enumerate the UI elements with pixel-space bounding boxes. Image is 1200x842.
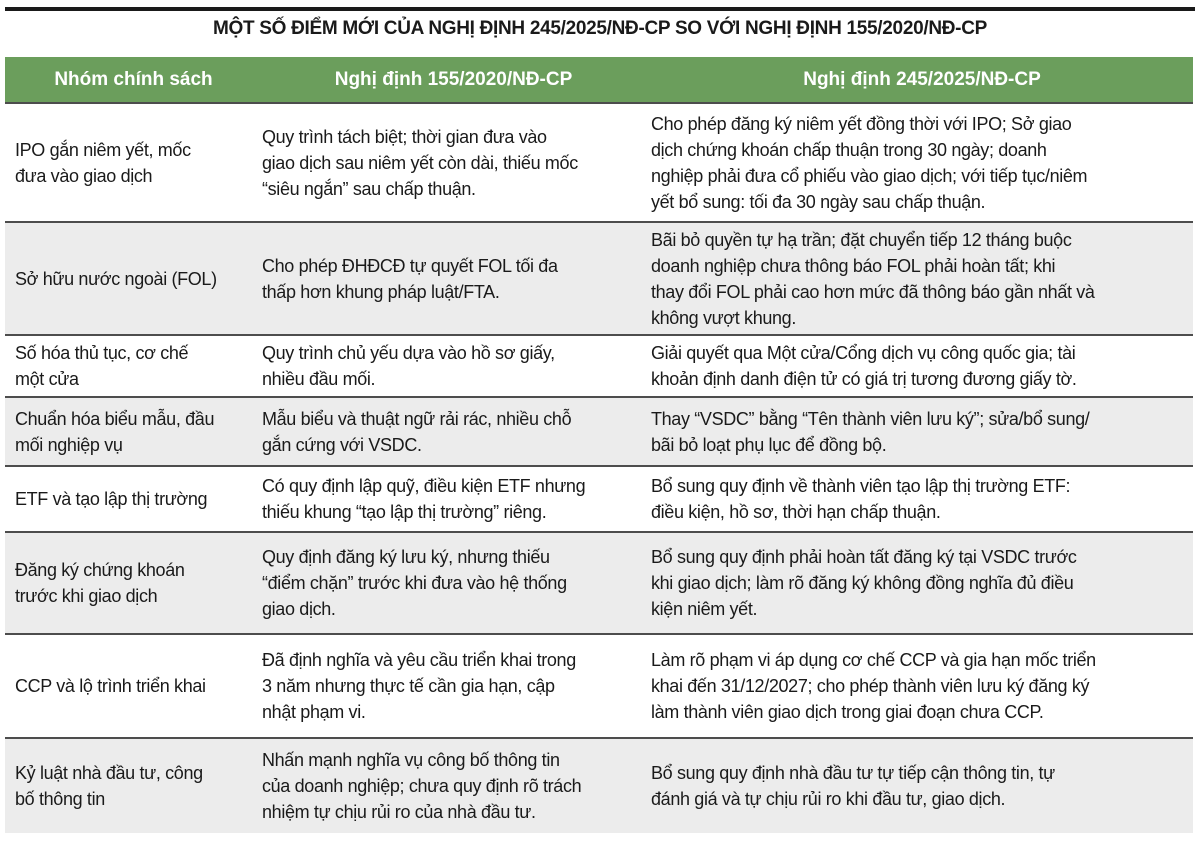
decree-155-cell: Cho phép ĐHĐCĐ tự quyết FOL tối đa thấp h… bbox=[252, 253, 645, 305]
decree-155-cell: Mẫu biểu và thuật ngữ rải rác, nhiều chỗ… bbox=[252, 406, 645, 458]
decree-155-cell: Quy trình tách biệt; thời gian đưa vào gi… bbox=[252, 124, 645, 202]
cell-text-line: đưa vào giao dịch bbox=[15, 165, 153, 186]
table-row: IPO gắn niêm yết, mốc đưa vào giao dịch Qu… bbox=[5, 104, 1193, 223]
cell-text-line: nhiều đầu mối. bbox=[262, 369, 376, 389]
decree-155-cell: Đã định nghĩa và yêu cầu triển khai tron… bbox=[252, 647, 645, 725]
top-rule bbox=[5, 7, 1195, 11]
policy-group-cell: CCP và lộ trình triển khai bbox=[5, 673, 252, 699]
cell-text-line: Đăng ký chứng khoán bbox=[15, 560, 185, 580]
policy-group-cell: Kỷ luật nhà đầu tư, công bố thông tin bbox=[5, 760, 252, 812]
policy-group-cell: IPO gắn niêm yết, mốc đưa vào giao dịch bbox=[5, 137, 252, 189]
decree-245-cell: Bổ sung quy định phải hoàn tất đăng ký t… bbox=[645, 544, 1193, 622]
cell-text-line: Giải quyết qua Một cửa/Cổng dịch vụ công… bbox=[651, 343, 1076, 363]
table-header: Nhóm chính sách Nghị định 155/2020/NĐ-CP… bbox=[5, 57, 1193, 104]
cell-text-line: Quy trình chủ yếu dựa vào hồ sơ giấy, bbox=[262, 343, 555, 363]
header-decree-245: Nghị định 245/2025/NĐ-CP bbox=[803, 68, 1041, 90]
cell-text-line: “điểm chặn” trước khi đưa vào hệ thống bbox=[262, 573, 567, 593]
policy-group-cell: Đăng ký chứng khoán trước khi giao dịch bbox=[5, 557, 252, 609]
cell-text-line: mối nghiệp vụ bbox=[15, 434, 123, 455]
cell-text-line: Đã định nghĩa và yêu cầu triển khai tron… bbox=[262, 650, 576, 670]
cell-text-line: 3 năm nhưng thực tế cần gia hạn, cập bbox=[262, 676, 555, 696]
cell-text-line: nghiệp phải đưa cổ phiếu vào giao dịch; … bbox=[651, 165, 1088, 186]
cell-text-line: Kỷ luật nhà đầu tư, công bbox=[15, 763, 203, 783]
cell-text-line: yết bổ sung: tối đa 30 ngày sau chấp thu… bbox=[651, 191, 986, 212]
cell-text-line: của doanh nghiệp; chưa quy định rõ trách bbox=[262, 776, 582, 796]
header-policy-group: Nhóm chính sách bbox=[54, 68, 213, 90]
cell-text-line: kiện niêm yết. bbox=[651, 599, 758, 619]
cell-text-line: khi giao dịch; làm rõ đăng ký không đồng… bbox=[651, 573, 1074, 593]
cell-text-line: Bổ sung quy định nhà đầu tư tự tiếp cận … bbox=[651, 763, 1055, 783]
table-row: Đăng ký chứng khoán trước khi giao dịch Qu… bbox=[5, 533, 1193, 635]
decree-245-cell: Thay “VSDC” bằng “Tên thành viên lưu ký”… bbox=[645, 406, 1193, 458]
cell-text-line: Mẫu biểu và thuật ngữ rải rác, nhiều chỗ bbox=[262, 408, 572, 429]
table-row: Kỷ luật nhà đầu tư, công bố thông tin Nhấn… bbox=[5, 739, 1193, 833]
decree-245-cell: Bãi bỏ quyền tự hạ trần; đặt chuyển tiếp… bbox=[645, 227, 1193, 331]
decree-155-cell: Quy định đăng ký lưu ký, nhưng thiếu “điể… bbox=[252, 544, 645, 622]
policy-group-cell: Số hóa thủ tục, cơ chế một cửa bbox=[5, 340, 252, 392]
cell-text-line: IPO gắn niêm yết, mốc bbox=[15, 139, 191, 160]
cell-text-line: Cho phép ĐHĐCĐ tự quyết FOL tối đa bbox=[262, 255, 558, 276]
table-title: MỘT SỐ ĐIỂM MỚI CỦA NGHỊ ĐỊNH 245/2025/N… bbox=[212, 18, 987, 39]
cell-text-line: Bổ sung quy định phải hoàn tất đăng ký t… bbox=[651, 547, 1077, 567]
header-decree-155: Nghị định 155/2020/NĐ-CP bbox=[334, 68, 573, 90]
cell-text-line: nhiệm tự chịu rủi ro của nhà đầu tư. bbox=[262, 802, 536, 822]
decree-245-cell: Giải quyết qua Một cửa/Cổng dịch vụ công… bbox=[645, 340, 1193, 392]
decree-245-cell: Làm rõ phạm vi áp dụng cơ chế CCP và gia… bbox=[645, 647, 1193, 725]
cell-text-line: khai đến 31/12/2027; cho phép thành viên… bbox=[651, 676, 1090, 696]
cell-text-line: ETF và tạo lập thị trường bbox=[15, 489, 208, 509]
cell-text-line: trước khi giao dịch bbox=[15, 586, 158, 606]
decree-245-cell: Bổ sung quy định về thành viên tạo lập t… bbox=[645, 473, 1193, 525]
cell-text-line: thay đổi FOL phải cao hơn mức đã thông b… bbox=[651, 281, 1095, 302]
cell-text-line: Quy định đăng ký lưu ký, nhưng thiếu bbox=[262, 547, 550, 567]
decree-155-cell: Quy trình chủ yếu dựa vào hồ sơ giấy, nhi… bbox=[252, 340, 645, 392]
cell-text-line: Quy trình tách biệt; thời gian đưa vào bbox=[262, 126, 547, 147]
cell-text-line: Thay “VSDC” bằng “Tên thành viên lưu ký”… bbox=[651, 408, 1090, 429]
cell-text-line: CCP và lộ trình triển khai bbox=[15, 676, 206, 696]
decree-245-cell: Bổ sung quy định nhà đầu tư tự tiếp cận … bbox=[645, 760, 1193, 812]
cell-text-line: gắn cứng với VSDC. bbox=[262, 434, 422, 455]
cell-text-line: Bổ sung quy định về thành viên tạo lập t… bbox=[651, 476, 1071, 496]
policy-group-cell: Sở hữu nước ngoài (FOL) bbox=[5, 266, 252, 292]
cell-text-line: bố thông tin bbox=[15, 789, 105, 809]
cell-text-line: khoản định danh điện tử có giá trị tương… bbox=[651, 369, 1077, 389]
cell-text-line: giao dịch sau niêm yết còn dài, thiếu mố… bbox=[262, 152, 578, 173]
cell-text-line: dịch chứng khoán chấp thuận trong 30 ngà… bbox=[651, 139, 1047, 160]
cell-text-line: làm thành viên giao dịch trong giai đoạn… bbox=[651, 702, 1044, 722]
decree-245-cell: Cho phép đăng ký niêm yết đồng thời với … bbox=[645, 111, 1193, 215]
comparison-table: Nhóm chính sách Nghị định 155/2020/NĐ-CP… bbox=[5, 57, 1193, 833]
decree-155-cell: Có quy định lập quỹ, điều kiện ETF nhưng… bbox=[252, 473, 645, 525]
table-row: Số hóa thủ tục, cơ chế một cửa Quy trình c… bbox=[5, 336, 1193, 398]
cell-text-line: thấp hơn khung pháp luật/FTA. bbox=[262, 281, 500, 302]
cell-text-line: thiếu khung “tạo lập thị trường” riêng. bbox=[262, 502, 547, 522]
cell-text-line: nhật phạm vi. bbox=[262, 702, 366, 722]
table-body: IPO gắn niêm yết, mốc đưa vào giao dịch Qu… bbox=[5, 104, 1193, 833]
cell-text-line: bãi bỏ loạt phụ lục để đồng bộ. bbox=[651, 434, 887, 455]
cell-text-line: “siêu ngắn” sau chấp thuận. bbox=[262, 178, 476, 199]
cell-text-line: Cho phép đăng ký niêm yết đồng thời với … bbox=[651, 113, 1072, 134]
policy-group-cell: Chuẩn hóa biểu mẫu, đầu mối nghiệp vụ bbox=[5, 406, 252, 458]
cell-text-line: Có quy định lập quỹ, điều kiện ETF nhưng bbox=[262, 476, 586, 496]
table-row: CCP và lộ trình triển khai Đã định nghĩa … bbox=[5, 635, 1193, 739]
cell-text-line: giao dịch. bbox=[262, 599, 336, 619]
cell-text-line: doanh nghiệp chưa thông báo FOL phải hoà… bbox=[651, 255, 1056, 276]
cell-text-line: Chuẩn hóa biểu mẫu, đầu bbox=[15, 408, 215, 429]
table-row: Chuẩn hóa biểu mẫu, đầu mối nghiệp vụ Mẫu … bbox=[5, 398, 1193, 467]
cell-text-line: một cửa bbox=[15, 369, 79, 389]
cell-text-line: điều kiện, hồ sơ, thời hạn chấp thuận. bbox=[651, 502, 941, 522]
cell-text-line: Làm rõ phạm vi áp dụng cơ chế CCP và gia… bbox=[651, 650, 1096, 670]
cell-text-line: Bãi bỏ quyền tự hạ trần; đặt chuyển tiếp… bbox=[651, 229, 1072, 250]
cell-text-line: Nhấn mạnh nghĩa vụ công bố thông tin bbox=[262, 750, 560, 770]
table-row: Sở hữu nước ngoài (FOL) Cho phép ĐHĐCĐ tự… bbox=[5, 223, 1193, 336]
decree-155-cell: Nhấn mạnh nghĩa vụ công bố thông tin của … bbox=[252, 747, 645, 825]
policy-group-cell: ETF và tạo lập thị trường bbox=[5, 486, 252, 512]
cell-text-line: Sở hữu nước ngoài (FOL) bbox=[15, 268, 217, 289]
cell-text-line: không vượt khung. bbox=[651, 307, 796, 328]
cell-text-line: Số hóa thủ tục, cơ chế bbox=[15, 343, 189, 363]
table-row: ETF và tạo lập thị trường Có quy định lập… bbox=[5, 467, 1193, 533]
cell-text-line: đánh giá và tự chịu rủi ro khi đầu tư, g… bbox=[651, 789, 1006, 809]
